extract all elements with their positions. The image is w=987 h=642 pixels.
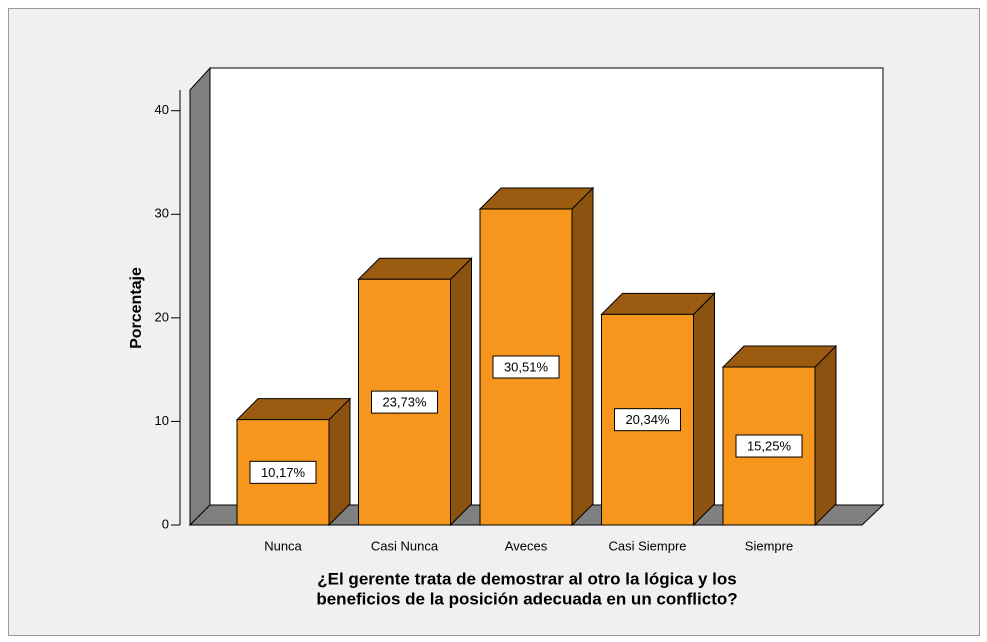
value-label: 30,51% <box>504 359 549 374</box>
y-tick-label: 20 <box>155 309 169 324</box>
x-tick-label: Casi Siempre <box>608 538 686 553</box>
bar-side <box>693 292 715 527</box>
bar-side <box>814 344 837 527</box>
bar-side <box>571 186 594 527</box>
y-tick-label: 40 <box>155 102 169 117</box>
x-axis-label: ¿El gerente trata de demostrar al otro l… <box>317 569 736 588</box>
x-tick-label: Casi Nunca <box>371 538 439 553</box>
value-label-box <box>492 355 560 379</box>
value-label: 15,25% <box>747 438 792 453</box>
bar-side <box>450 257 472 527</box>
x-axis-label: beneficios de la posición adecuada en un… <box>316 589 737 608</box>
value-label-box <box>371 390 438 414</box>
value-label-box <box>614 408 681 432</box>
value-label: 23,73% <box>382 395 427 410</box>
y-axis-label: Porcentaje <box>128 267 145 349</box>
value-label-box <box>735 434 803 458</box>
y-tick-label: 30 <box>155 206 169 221</box>
side-wall <box>189 66 211 527</box>
y-tick-label: 0 <box>162 516 169 531</box>
bar-side <box>328 397 351 527</box>
y-tick-label: 10 <box>155 413 169 428</box>
value-label-box <box>249 460 317 484</box>
value-label: 20,34% <box>625 412 670 427</box>
x-tick-label: Nunca <box>264 538 302 553</box>
value-label: 10,17% <box>261 465 306 480</box>
x-tick-label: Siempre <box>745 538 793 553</box>
x-tick-label: Aveces <box>505 538 548 553</box>
